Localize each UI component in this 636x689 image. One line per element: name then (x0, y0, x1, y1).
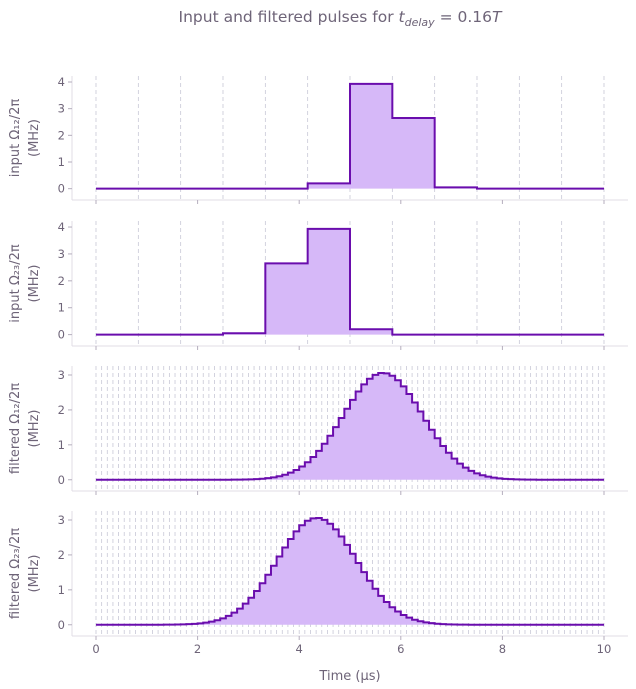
panel-input-omega23: 0 1 2 3 4 input Ω₂₃/2π (MHz) (8, 220, 628, 350)
series-fill (96, 373, 604, 480)
y-tick-label: 1 (58, 301, 65, 315)
y-tick-label: 3 (58, 368, 65, 382)
y-axis-label: filtered Ω₁₂/2π (8, 383, 23, 474)
series-line (96, 82, 604, 190)
y-tick-label: 2 (58, 128, 65, 142)
series-line (96, 227, 604, 336)
y-axis-label: input Ω₁₂/2π (8, 99, 23, 178)
panel-filtered-omega12: 0 1 2 3 filtered Ω₁₂/2π (MHz) (8, 366, 628, 495)
y-axis-unit: (MHz) (27, 410, 42, 448)
series-line (96, 372, 604, 481)
y-tick-label: 0 (58, 618, 65, 632)
y-tick-label: 4 (58, 75, 65, 89)
y-axis-label: filtered Ω₂₃/2π (8, 528, 23, 619)
panel-input-omega12: 0 1 2 3 4 input Ω₁₂/2π (MHz) (8, 75, 628, 204)
chart-title: Input and filtered pulses for tdelay = 0… (179, 8, 504, 29)
x-tick-label: 2 (194, 642, 201, 656)
x-tick-label: 4 (296, 642, 303, 656)
y-tick-label: 1 (58, 155, 65, 169)
x-tick-label: 8 (499, 642, 506, 656)
y-axis-unit: (MHz) (27, 119, 42, 157)
y-axis-label: input Ω₂₃/2π (8, 244, 23, 323)
y-axis-unit: (MHz) (27, 555, 42, 593)
y-tick-label: 0 (58, 182, 65, 196)
x-tick-label: 0 (92, 642, 99, 656)
panel-filtered-omega23: 0 1 2 3 0 2 4 6 8 10 filtered Ω₂₃/2π (MHz) (8, 511, 628, 656)
x-tick-label: 6 (397, 642, 404, 656)
y-tick-label: 2 (58, 548, 65, 562)
y-tick-label: 2 (58, 274, 65, 288)
x-tick-label: 10 (597, 642, 612, 656)
y-tick-label: 2 (58, 403, 65, 417)
series-fill (96, 518, 604, 625)
y-tick-label: 4 (58, 220, 65, 234)
y-axis-unit: (MHz) (27, 265, 42, 303)
y-tick-label: 0 (58, 328, 65, 342)
y-tick-label: 1 (58, 438, 65, 452)
y-tick-label: 3 (58, 102, 65, 116)
y-tick-label: 0 (58, 473, 65, 487)
series-line (96, 517, 604, 626)
x-axis-label: Time (µs) (318, 669, 380, 684)
y-tick-label: 1 (58, 583, 65, 597)
y-tick-label: 3 (58, 513, 65, 527)
y-tick-label: 3 (58, 247, 65, 261)
panels: 0 1 2 3 4 input Ω₁₂/2π (MHz) 0 1 2 3 4 input Ω₂₃/2π (… (8, 75, 628, 656)
